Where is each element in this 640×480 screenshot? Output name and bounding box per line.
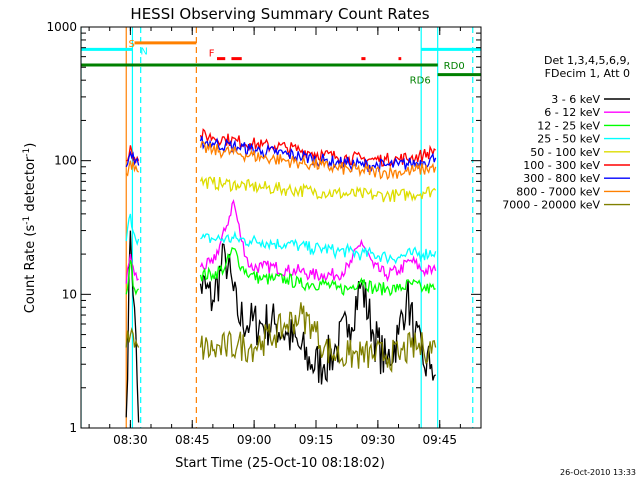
x-tick-label-4: 09:30 [361,433,396,447]
series-line-2 [125,246,436,297]
y-axis-label-sup1: -1 [22,216,32,225]
x-tick-label-0: 08:30 [113,433,148,447]
y-tick-label-1: 10 [62,287,77,301]
series-line-8 [125,302,437,374]
legend-header-1: FDecim 1, Att 0 [545,67,630,80]
legend-label-7: 800 - 7000 keV [516,185,600,198]
y-tick-label-3: 1000 [46,20,77,34]
legend-label-1: 6 - 12 keV [544,106,600,119]
series-line-3 [125,213,437,265]
series-line-1 [125,198,437,284]
legend-header-0: Det 1,3,4,5,6,9, [544,54,630,67]
legend-label-4: 50 - 100 keV [530,146,600,159]
flag-label-n: N [140,46,147,57]
legend-label-0: 3 - 6 keV [551,93,600,106]
x-tick-label-3: 09:15 [299,433,334,447]
flag-label-rd0: RD0 [444,61,465,72]
legend-label-5: 100 - 300 keV [523,159,600,172]
y-axis-label-sup2: -1 [22,148,32,157]
flag-label-rd6: RD6 [410,76,431,87]
flag-label-s: S [128,39,134,50]
flag-label-f: F [209,49,215,60]
y-tick-label-0: 1 [69,421,77,435]
x-tick-label-2: 09:00 [237,433,272,447]
x-axis-label: Start Time (25-Oct-10 08:18:02) [175,456,385,471]
x-tick-label-1: 08:45 [175,433,210,447]
y-axis-label-mid: detector [23,156,38,216]
legend-label-2: 12 - 25 keV [537,119,600,132]
legend-label-8: 7000 - 20000 keV [502,199,600,212]
y-axis-label: Count Rate (s-1 detector-1) [22,143,38,314]
legend-label-6: 300 - 800 keV [523,172,600,185]
footer-date: 26-Oct-2010 13:33 [560,468,636,477]
y-tick-label-2: 100 [54,154,77,168]
series-line-6 [125,136,437,173]
plot-frame [80,26,482,429]
legend-label-3: 25 - 50 keV [537,133,600,146]
y-axis-label-main: Count Rate (s [23,225,38,314]
series-line-7 [125,141,437,181]
chart-title: HESSI Observing Summary Count Rates [130,5,429,23]
series-line-4 [199,175,437,203]
y-axis-label-end: ) [23,143,38,148]
x-tick-label-5: 09:45 [422,433,457,447]
